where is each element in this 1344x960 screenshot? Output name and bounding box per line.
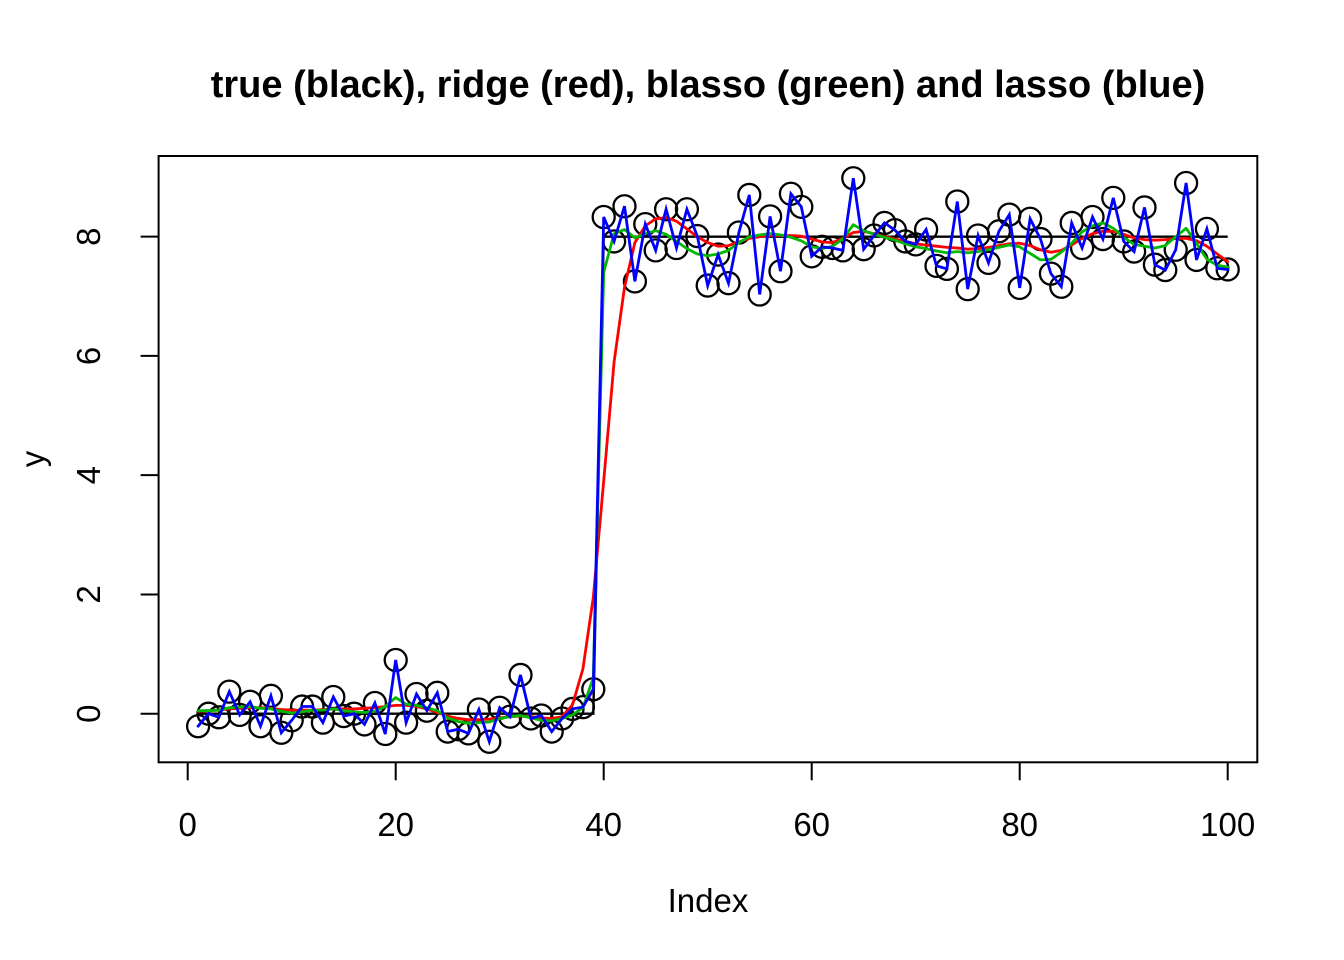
data-point-circle (757, 204, 783, 229)
true-step-line (198, 235, 1228, 715)
y-tick-label: 6 (70, 347, 107, 365)
data-point-circle (768, 259, 793, 284)
data-point-circle (1173, 170, 1199, 196)
x-tick-label: 60 (793, 806, 830, 843)
data-point-circle (653, 197, 679, 222)
x-tick-label: 20 (377, 806, 414, 843)
data-point-circle (508, 662, 533, 688)
data-point-circle (622, 269, 648, 294)
data-point-circle (373, 721, 398, 747)
data-point-circle (258, 683, 284, 708)
data-point-circle (1101, 185, 1126, 211)
blasso-line (196, 221, 1230, 725)
data-point-circle (1132, 195, 1157, 220)
axis-ticks: 0 20 40 60 80 100 0 2 4 6 8 (70, 227, 1255, 843)
data-point-circle (1049, 274, 1074, 299)
lasso-line (196, 177, 1230, 747)
y-axis-title: y (14, 450, 51, 467)
data-point-circle (425, 680, 450, 705)
data-series (185, 166, 1240, 754)
data-point-circle (934, 256, 960, 282)
data-point-circle (217, 679, 242, 704)
data-point-circle (1007, 275, 1032, 301)
y-tick-label: 8 (70, 227, 107, 245)
data-point-circle (1121, 239, 1147, 264)
data-point-circle (716, 271, 741, 296)
data-point-circle (612, 194, 637, 219)
y-tick-label: 4 (70, 466, 107, 484)
y-tick-label: 2 (70, 585, 107, 603)
data-point-circle (477, 729, 502, 754)
chart-title: true (black), ridge (red), blasso (green… (211, 64, 1206, 106)
data-point-circle (1153, 257, 1178, 283)
data-point-circle (841, 166, 866, 191)
y-tick-label: 0 (70, 705, 107, 723)
ridge-line (196, 216, 1230, 722)
data-point-circle (1080, 204, 1105, 230)
data-point-circle (674, 197, 700, 222)
data-point-circle (393, 710, 419, 735)
data-point-circle (913, 217, 939, 242)
x-axis-title: Index (668, 882, 749, 919)
data-point-circle (383, 647, 408, 673)
data-point-circle (1017, 206, 1043, 231)
plot-border (157, 155, 1259, 764)
x-tick-label: 80 (1001, 806, 1038, 843)
data-point-circle (976, 250, 1001, 276)
x-tick-label: 40 (585, 806, 622, 843)
x-tick-label: 0 (179, 806, 197, 843)
x-tick-label: 100 (1200, 806, 1255, 843)
data-point-circle (1194, 216, 1220, 242)
